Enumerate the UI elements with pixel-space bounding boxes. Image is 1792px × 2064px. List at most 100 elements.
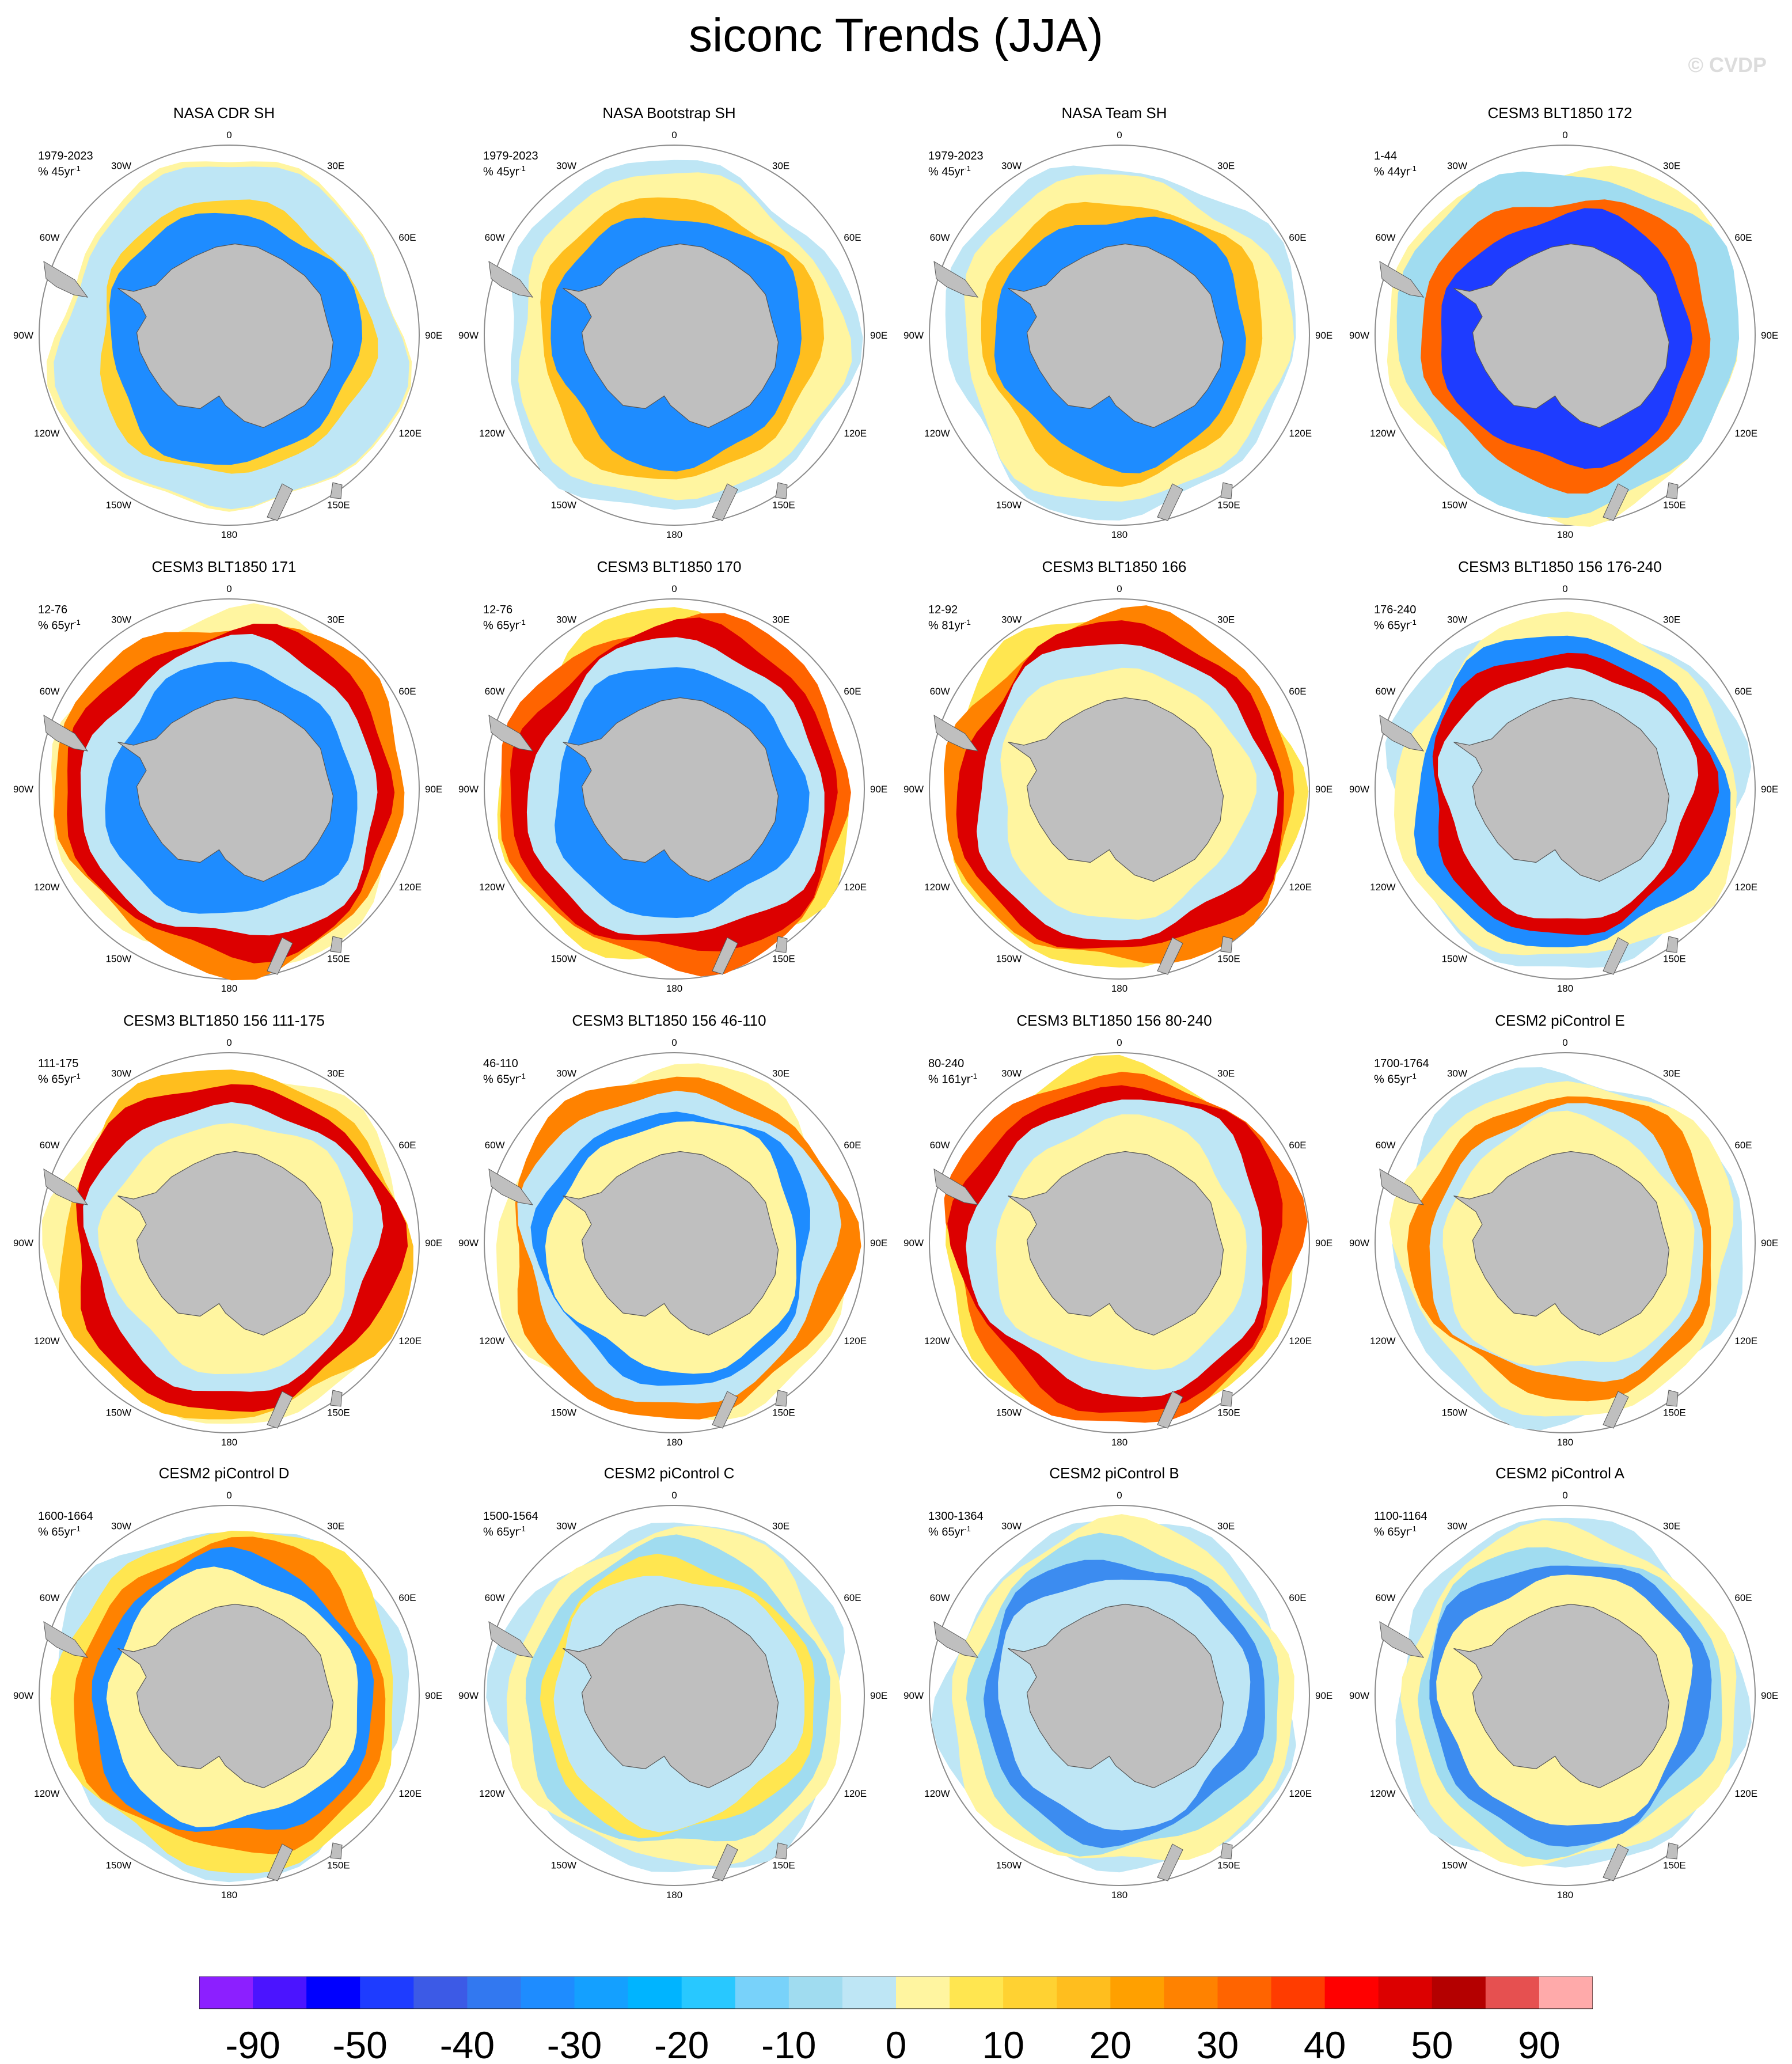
lon-label-east: 150E xyxy=(327,1407,350,1418)
tasmania-landmass xyxy=(775,1842,788,1860)
lon-label-0: 0 xyxy=(226,1037,231,1048)
panel-period: 1700-1764 xyxy=(1374,1057,1429,1070)
lon-label-west: 30W xyxy=(111,614,131,625)
lon-label-west: 120W xyxy=(34,1788,59,1799)
units-exponent: -1 xyxy=(964,618,971,627)
lon-label-east: 30E xyxy=(327,1068,344,1079)
colorbar-box xyxy=(896,1976,950,2009)
lon-label-west: 60W xyxy=(930,1140,950,1151)
map-panel: 0 180 30E 30W 60E 60W 90E 90W 120E 120W 150E 150W CE… xyxy=(890,1011,1338,1466)
panel-period: 80-240 xyxy=(928,1057,965,1070)
polar-map: 0 180 30E 30W 60E 60W 90E 90W 120E 120W 150E 150W xyxy=(13,583,442,994)
units-exponent: -1 xyxy=(519,1524,526,1533)
colorbar-frame xyxy=(199,1976,1593,2009)
polar-map: 0 180 30E 30W 60E 60W 90E 90W 120E 120W 150E 150W xyxy=(458,1037,887,1448)
lon-label-west: 90W xyxy=(903,330,924,341)
lon-label-west: 60W xyxy=(1376,1140,1396,1151)
lon-label-east: 120E xyxy=(1289,428,1312,439)
south-america-landmass xyxy=(488,1168,534,1205)
map-panel: 0 180 30E 30W 60E 60W 90E 90W 120E 120W 150E 150W NA… xyxy=(890,104,1338,559)
colorbar-tick-label: 10 xyxy=(982,2024,1024,2064)
colorbar-box xyxy=(1539,1976,1593,2009)
lon-label-east: 150E xyxy=(1663,1860,1686,1870)
lon-label-0: 0 xyxy=(1562,130,1567,141)
polar-map: 0 180 30E 30W 60E 60W 90E 90W 120E 120W 150E 150W xyxy=(1349,130,1778,540)
lon-label-west: 150W xyxy=(996,1407,1022,1418)
lon-label-0: 0 xyxy=(1117,583,1122,594)
colorbar-tick-label: -50 xyxy=(333,2024,388,2064)
colorbar-tick-label: -90 xyxy=(225,2024,280,2064)
panel-units: % 65yr-1 xyxy=(38,616,81,632)
lon-label-east: 60E xyxy=(844,686,861,697)
new-zealand-landmass xyxy=(1603,483,1629,521)
polar-map: 0 180 30E 30W 60E 60W 90E 90W 120E 120W 150E 150W xyxy=(903,1037,1332,1448)
panel-units: % 65yr-1 xyxy=(928,1523,971,1539)
panel-period: 1500-1564 xyxy=(483,1510,538,1523)
units-percent: % xyxy=(928,1526,942,1539)
lon-label-east: 60E xyxy=(1734,686,1752,697)
panel-title: CESM3 BLT1850 171 xyxy=(151,558,297,575)
lon-label-west: 150W xyxy=(1442,1407,1467,1418)
units-exponent: -1 xyxy=(74,1524,81,1533)
map-panel: 0 180 30E 30W 60E 60W 90E 90W 120E 120W 150E 150W CE… xyxy=(1336,104,1784,559)
colorbar-box xyxy=(574,1976,629,2009)
lon-label-east: 150E xyxy=(1663,953,1686,964)
lon-label-east: 120E xyxy=(398,1788,422,1799)
lon-label-west: 60W xyxy=(40,686,60,697)
lon-label-east: 30E xyxy=(772,1521,789,1532)
panel-title: CESM3 BLT1850 156 176-240 xyxy=(1458,558,1662,575)
lon-label-west: 90W xyxy=(903,1690,924,1701)
lon-label-0: 0 xyxy=(1117,1037,1122,1048)
lon-label-west: 90W xyxy=(1349,1238,1369,1249)
colorbar-box xyxy=(1217,1976,1272,2009)
lon-label-west: 60W xyxy=(930,1592,950,1603)
polar-map: 0 180 30E 30W 60E 60W 90E 90W 120E 120W 150E 150W xyxy=(1349,583,1778,994)
units-exponent: -1 xyxy=(964,1524,971,1533)
tasmania-landmass xyxy=(1666,936,1679,953)
lon-label-west: 30W xyxy=(1447,1068,1467,1079)
new-zealand-landmass xyxy=(712,483,738,521)
new-zealand-landmass xyxy=(1157,1843,1183,1881)
colorbar-tick-label: -20 xyxy=(654,2024,709,2064)
lon-label-east: 150E xyxy=(772,499,795,510)
lon-label-east: 30E xyxy=(327,1521,344,1532)
panel-title: CESM3 BLT1850 170 xyxy=(597,558,742,575)
units-percent: % xyxy=(928,619,942,632)
lon-label-west: 30W xyxy=(111,161,131,172)
south-america-landmass xyxy=(488,715,534,752)
units-exponent: -1 xyxy=(74,164,81,173)
colorbar-box xyxy=(950,1976,1004,2009)
lon-label-east: 30E xyxy=(1217,1068,1235,1079)
lon-label-west: 90W xyxy=(13,330,33,341)
tasmania-landmass xyxy=(775,1390,788,1407)
panel-title: CESM2 piControl A xyxy=(1495,1464,1624,1482)
lon-label-west: 90W xyxy=(458,330,479,341)
colorbar-box xyxy=(413,1976,468,2009)
panel-title: CESM2 piControl B xyxy=(1049,1464,1179,1482)
panel-period: 1979-2023 xyxy=(38,150,93,162)
colorbar: -90 -50 -40 -30 -20 -10 0 10 20 30 40 50 90 xyxy=(199,1976,1593,2064)
units-period: 65yr xyxy=(51,1073,74,1086)
lon-label-west: 120W xyxy=(1370,1335,1395,1346)
panel-title: NASA Bootstrap SH xyxy=(602,104,736,122)
lon-label-west: 120W xyxy=(479,428,504,439)
lon-label-east: 150E xyxy=(327,499,350,510)
antarctica-landmass xyxy=(563,1151,779,1336)
panel-period: 1979-2023 xyxy=(928,150,984,162)
lon-label-west: 30W xyxy=(1001,614,1022,625)
lon-label-0: 0 xyxy=(1117,1490,1122,1501)
lon-label-180: 180 xyxy=(1111,529,1127,540)
lon-label-west: 60W xyxy=(40,232,60,243)
lon-label-east: 60E xyxy=(1289,232,1306,243)
lon-label-west: 90W xyxy=(1349,1690,1369,1701)
units-exponent: -1 xyxy=(1410,618,1417,627)
units-period: 161yr xyxy=(941,1073,971,1086)
south-america-landmass xyxy=(933,715,979,752)
lon-label-east: 30E xyxy=(1217,614,1235,625)
units-period: 65yr xyxy=(1387,1526,1410,1539)
polar-map: 0 180 30E 30W 60E 60W 90E 90W 120E 120W 150E 150W xyxy=(1349,1037,1778,1448)
panel-units: % 65yr-1 xyxy=(483,1070,526,1086)
polar-map: 0 180 30E 30W 60E 60W 90E 90W 120E 120W 150E 150W xyxy=(903,1490,1332,1900)
lon-label-west: 120W xyxy=(924,1335,950,1346)
panel-units: % 65yr-1 xyxy=(38,1070,81,1086)
